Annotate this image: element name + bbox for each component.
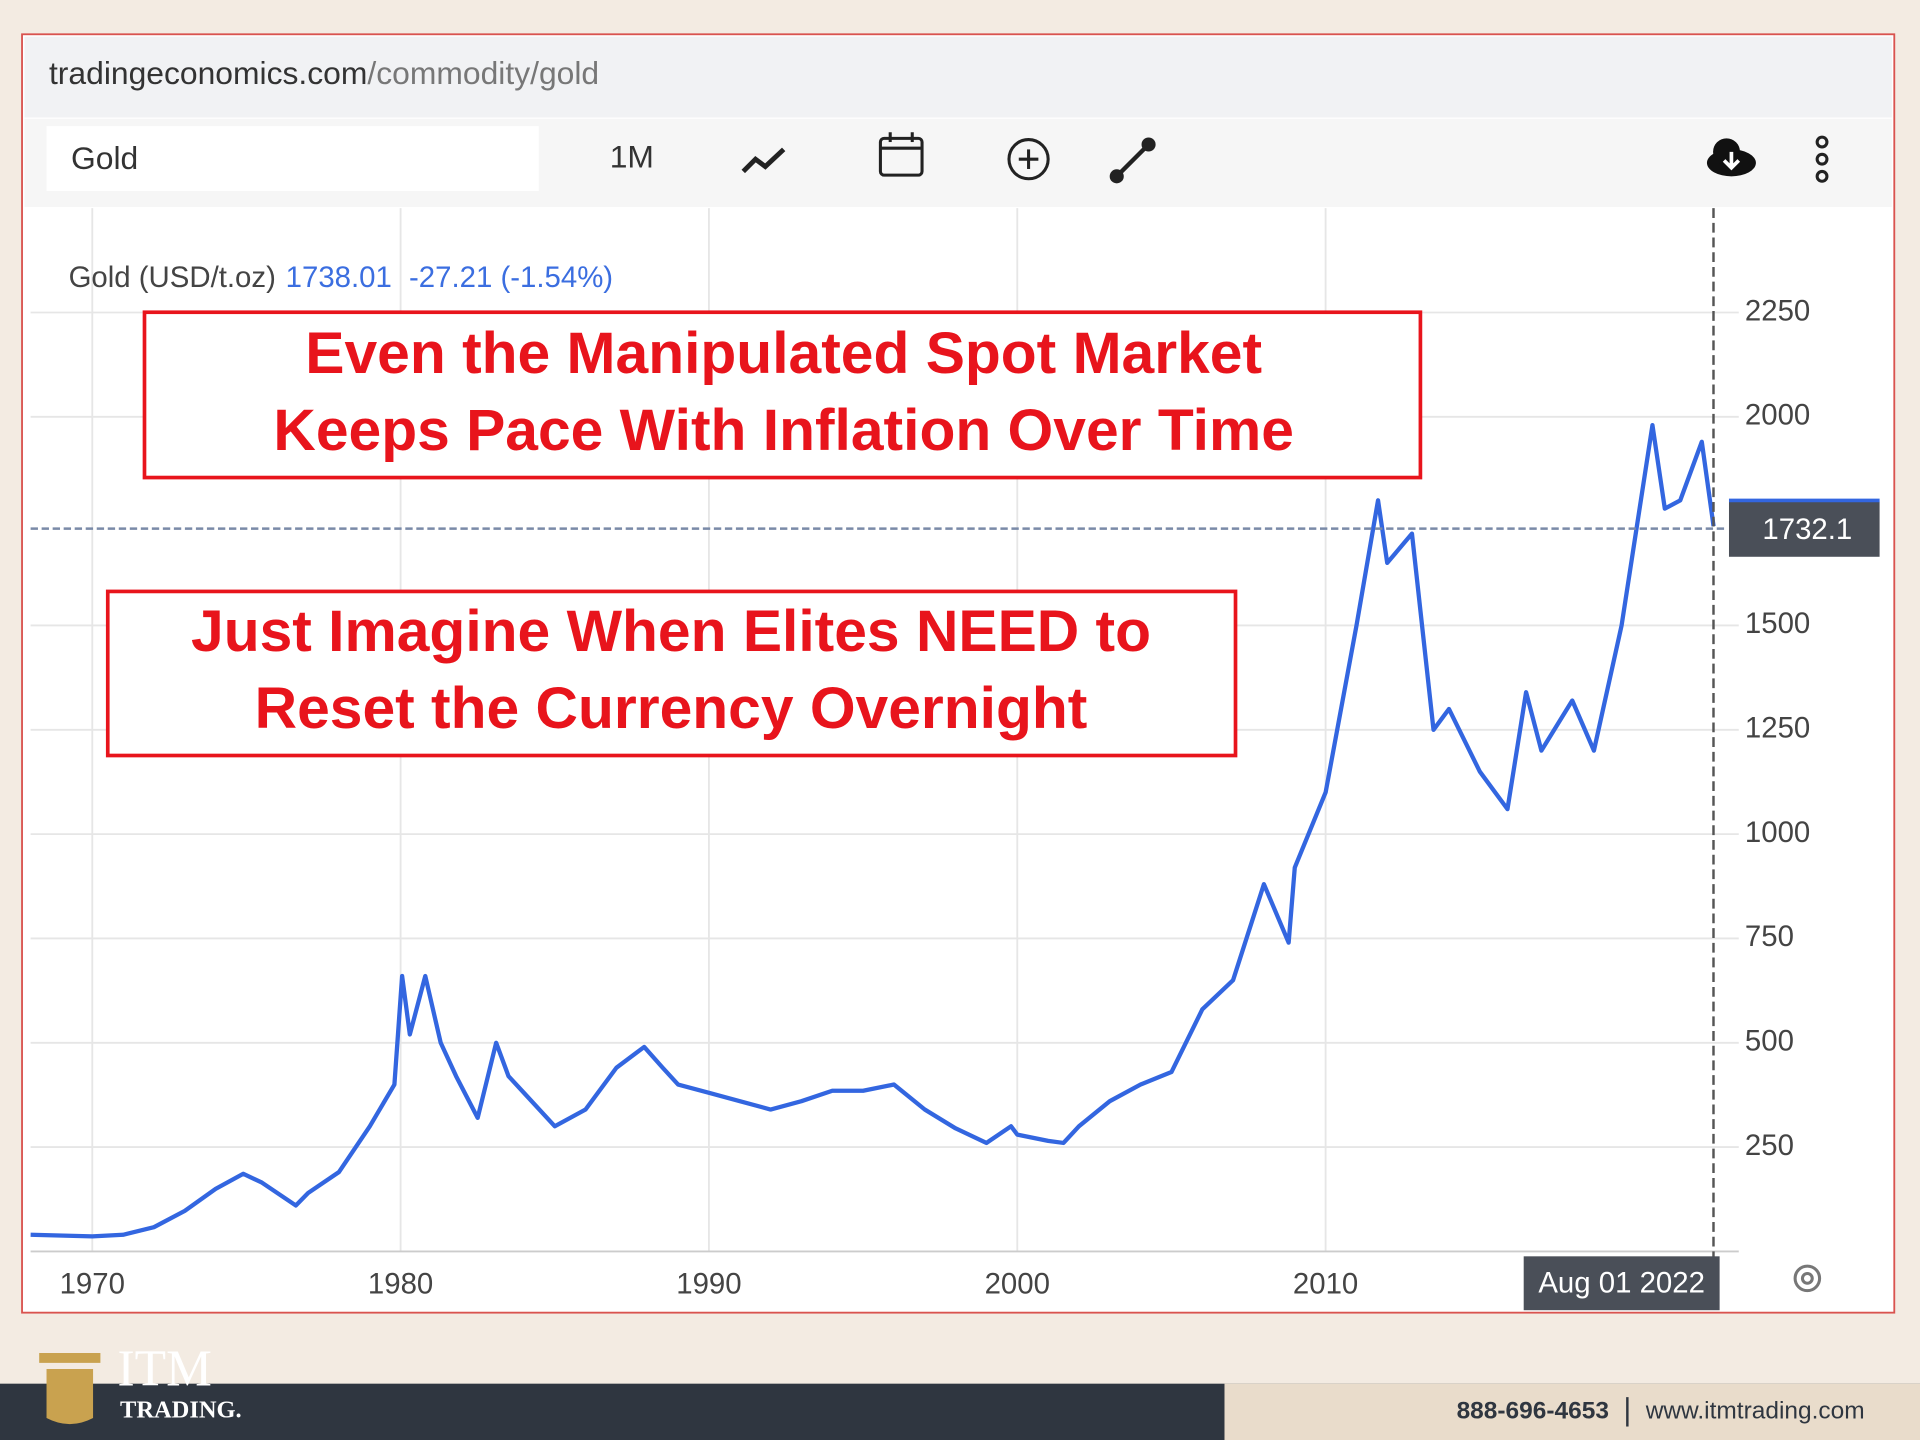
annotation-line: Even the Manipulated Spot Market [305,321,1262,386]
cursor-tag [1523,1256,1720,1311]
calendar-icon[interactable] [878,132,924,177]
y-tick-label: 1500 [1745,607,1810,640]
y-tick-label: 250 [1745,1129,1794,1162]
brand: ITM [118,1341,212,1398]
x-tick-label: 1980 [368,1267,433,1300]
cursor-label: Aug 01 2022 [1538,1266,1705,1299]
y-tick-label: 1250 [1745,712,1810,745]
url-domain: tradingeconomics.com [49,55,367,91]
y-tick-label: 2000 [1745,399,1810,432]
quote-change: -27.21 (-1.54%) [409,261,613,294]
add-icon[interactable] [1007,138,1050,181]
annotation-box [142,310,1423,480]
menu-icon[interactable] [1815,135,1829,183]
url-path: /commodity/gold [367,55,599,91]
logo-mark [39,1353,101,1425]
search-box[interactable] [46,126,539,192]
footer-light [1224,1383,1920,1440]
price-tag-label: 1732.1 [1762,513,1852,546]
y-tick-label: 750 [1745,920,1794,953]
series-name: Gold (USD/t.oz) [69,261,276,294]
quote: Gold (USD/t.oz) 1738.01 -27.21 (-1.54%) [69,261,614,294]
price-line [30,422,1716,1239]
quote-price: 1738.01 [286,261,392,294]
url: tradingeconomics.com/commodity/gold [49,55,599,91]
search-text: Gold [71,140,138,176]
annotation-line: Keeps Pace With Inflation Over Time [273,398,1294,463]
settings-icon[interactable] [1793,1264,1822,1293]
address-bar [24,36,1892,118]
y-tick-label: 500 [1745,1025,1794,1058]
brand-sub: TRADING. [120,1396,242,1423]
annotation-line: Just Imagine When Elites NEED to [191,599,1151,664]
y-tick-label: 1000 [1745,816,1810,849]
x-tick-label: 1990 [676,1267,741,1300]
price-tag [1728,501,1880,557]
annotation-box [105,589,1238,758]
draw-icon[interactable] [1109,137,1156,184]
y-tick-label: 2250 [1745,294,1810,327]
period-button[interactable]: 1M [610,139,654,175]
annotation-line: Reset the Currency Overnight [255,676,1088,741]
x-tick-label: 2000 [985,1267,1050,1300]
website: www.itmtrading.com [1645,1397,1865,1424]
chart-type-icon[interactable] [741,147,786,174]
x-tick-label: 2010 [1293,1267,1358,1300]
phone: 888-696-4653 [1457,1397,1609,1424]
download-icon[interactable] [1706,138,1756,177]
x-tick-label: 1970 [60,1267,125,1300]
